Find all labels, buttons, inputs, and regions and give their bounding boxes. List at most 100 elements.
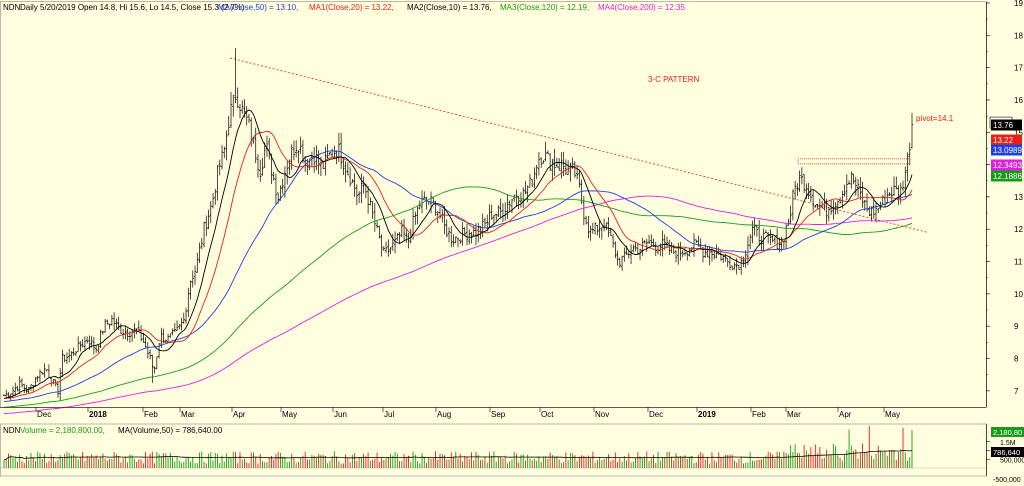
price-bar <box>200 237 203 250</box>
price-bar <box>497 205 500 218</box>
price-bar <box>530 178 534 187</box>
price-bar <box>54 379 57 387</box>
price-bar <box>845 174 849 200</box>
price-bar <box>859 177 862 200</box>
price-bar <box>508 200 511 212</box>
price-bar <box>130 329 134 343</box>
price-pane <box>0 1 987 415</box>
price-bar <box>450 225 453 248</box>
price-bar <box>45 369 48 372</box>
price-bar <box>488 204 491 228</box>
date-tick-label: Jul <box>384 410 394 419</box>
price-bar <box>843 184 846 197</box>
price-bar <box>447 227 451 243</box>
header-ma120: MA3(Close,120) = 12.19, <box>500 3 589 12</box>
price-bar <box>157 343 161 359</box>
price-bar <box>2 393 6 396</box>
price-bar <box>542 160 545 164</box>
header-ma50: MA(Close,50) = 13.10, <box>218 3 298 12</box>
price-bar <box>292 140 296 161</box>
price-bar <box>171 328 174 336</box>
price-bar <box>36 375 39 383</box>
date-tick-label: Sep <box>491 410 506 419</box>
volume-ma-box <box>991 447 1024 457</box>
price-bar <box>452 234 455 247</box>
ma-value-label: 13.0989 <box>993 146 1022 155</box>
price-bar <box>41 371 44 375</box>
ma-value-label: 12.1886 <box>993 172 1022 181</box>
price-bar <box>616 250 619 266</box>
price-bar <box>348 166 352 187</box>
price-bar <box>593 222 597 235</box>
price-bar <box>23 383 26 394</box>
price-bar <box>557 157 561 172</box>
price-bar <box>272 171 275 181</box>
price-bar <box>904 166 907 198</box>
price-bar <box>153 366 156 374</box>
price-bar <box>681 249 684 258</box>
price-bar <box>874 201 878 223</box>
price-bar <box>573 161 577 178</box>
price-bar <box>463 227 466 236</box>
price-bar <box>690 247 693 252</box>
price-bar <box>854 176 858 196</box>
price-bar <box>148 349 152 360</box>
price-bar <box>753 217 756 236</box>
price-bar <box>178 324 181 330</box>
price-bar <box>256 154 260 178</box>
price-bar <box>67 348 71 363</box>
price-bar <box>58 367 62 401</box>
price-bar <box>548 153 552 171</box>
price-tick-label: 18 <box>1014 31 1023 40</box>
price-bar <box>182 312 186 324</box>
price-bar <box>861 181 864 208</box>
price-bar <box>110 314 114 326</box>
ma20-line <box>3 130 913 399</box>
price-bar <box>85 336 89 344</box>
ma-value-label: 13.22 <box>993 136 1014 145</box>
price-bar <box>528 173 532 188</box>
price-bar <box>775 228 779 249</box>
pattern-annotation: 3-C PATTERN <box>648 75 699 84</box>
price-bar <box>611 233 615 248</box>
price-bar <box>423 191 426 199</box>
volume-tick-label: 1.5M <box>1000 440 1016 447</box>
price-bar <box>32 385 35 392</box>
price-bar <box>263 142 266 168</box>
ma120-line <box>3 186 913 408</box>
price-bar <box>218 159 221 176</box>
price-bar <box>344 161 347 183</box>
price-bar <box>587 216 590 239</box>
price-bar <box>789 205 792 225</box>
price-bar <box>868 206 871 217</box>
price-tick-label: 15 <box>1014 128 1023 137</box>
price-tick-label: 13 <box>1014 193 1023 202</box>
price-bar <box>605 222 608 231</box>
price-bar <box>591 222 595 234</box>
price-bar <box>674 250 678 263</box>
date-tick-label: Aug <box>437 410 451 419</box>
price-bar <box>115 318 118 329</box>
price-bar <box>371 201 374 219</box>
price-bar <box>443 206 446 235</box>
price-bar <box>751 220 754 244</box>
price-bar <box>375 220 379 229</box>
price-bar <box>872 197 875 219</box>
price-bar <box>16 385 19 392</box>
price-bar <box>38 369 42 383</box>
price-bar <box>173 323 177 332</box>
date-tick-label: Jun <box>334 410 347 419</box>
date-tick-label: Apr <box>839 410 852 419</box>
price-bar <box>688 248 691 257</box>
price-bar <box>569 162 572 182</box>
price-bar <box>499 198 502 218</box>
price-bar <box>811 190 815 212</box>
date-tick-label: Dec <box>649 410 663 419</box>
date-tick-label: May <box>885 410 900 419</box>
price-bar <box>650 234 653 247</box>
price-bar <box>74 350 78 357</box>
price-bar <box>236 87 239 109</box>
price-bar <box>169 333 172 338</box>
